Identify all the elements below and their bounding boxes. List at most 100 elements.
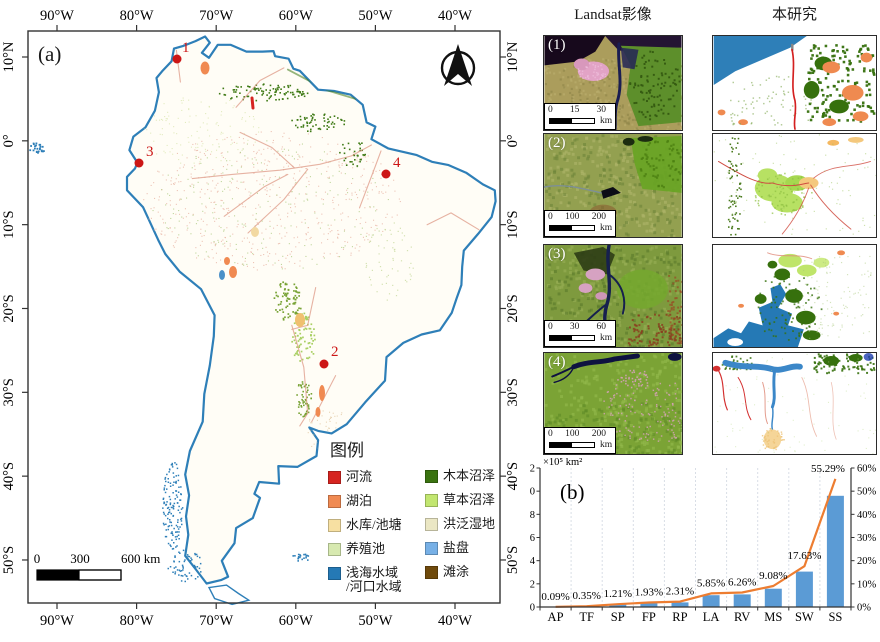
lon-tick-label-top: 60°W xyxy=(279,8,313,24)
lon-tick-label-bottom: 60°W xyxy=(279,613,313,629)
chart-gridlines xyxy=(570,468,821,607)
islands-and-fjords xyxy=(29,142,310,583)
site-marker-4: 4 xyxy=(381,155,401,179)
study-panel-4 xyxy=(712,352,877,455)
left-axis-tick: 0 xyxy=(530,603,535,614)
panel-number-label: (2) xyxy=(548,135,566,151)
scalebar-tick-label: 0 xyxy=(548,429,553,439)
category-label-RP: RP xyxy=(672,610,687,624)
percentage-line-series xyxy=(555,478,837,608)
legend-item-label: 水库/池塘 xyxy=(346,517,402,533)
site-marker-1: 1 xyxy=(172,40,190,64)
lat-tick-label-left: 10°N xyxy=(1,41,17,72)
scalebar-tick-label: 15 xyxy=(569,105,580,115)
panel-number-label: (4) xyxy=(548,354,566,370)
legend-swatch xyxy=(425,494,438,508)
scalebar-unit: km xyxy=(600,222,613,233)
lon-tick-label-bottom: 80°W xyxy=(120,613,154,629)
lat-tick-label-left: 10°S xyxy=(1,210,17,238)
category-label-SW: SW xyxy=(795,610,814,624)
category-label-SS: SS xyxy=(828,610,842,624)
lat-tick-label-right: 10°N xyxy=(505,41,521,72)
wetland-patches xyxy=(200,61,325,417)
lat-tick-label-left: 20°S xyxy=(1,294,17,322)
lon-tick-label-bottom: 90°W xyxy=(40,613,74,629)
area-percentage-chart: 0.09% 0.35% 1.21% 1.93% 2.31%5.85% 6.26%9.08%… xyxy=(530,457,877,625)
landsat-panel-3-image xyxy=(544,245,682,347)
scalebar-bar xyxy=(549,225,595,232)
study-panel-3 xyxy=(712,244,877,348)
legend-swatch xyxy=(328,543,341,557)
right-axis-tick: 0% xyxy=(857,603,871,614)
point-label-SS: 55.29% xyxy=(811,463,845,475)
legend-swatch xyxy=(425,518,438,532)
lon-tick-label-bottom: 50°W xyxy=(358,613,392,629)
legend-item: 盐盘 xyxy=(425,541,495,556)
bar-SP xyxy=(609,604,627,607)
lat-tick-label-right: 30°S xyxy=(505,378,521,406)
landsat-panel-4: (4) 0 100 200 km xyxy=(543,352,683,455)
study-panel-1-image xyxy=(713,36,876,130)
lat-tick-label-left: 0° xyxy=(1,134,17,147)
scalebar-tick-label: 60 xyxy=(596,322,607,332)
lon-tick-label-top: 90°W xyxy=(40,8,74,24)
chart-axes: 0 2 4 6 8 10 12 0% 10% 20% 30% 40% 50% 60% AP TF SP FP RP L… xyxy=(530,464,877,625)
right-axis-tick: 50% xyxy=(857,487,877,498)
point-label-TF: 0.35% xyxy=(572,590,600,602)
lat-tick-label-right: 40°S xyxy=(505,462,521,490)
left-axis-tick: 12 xyxy=(530,464,535,475)
svg-text:4: 4 xyxy=(393,155,401,171)
legend-item-label: 养殖池 xyxy=(346,541,386,557)
scalebar-tick-label: 200 xyxy=(591,429,606,439)
legend-swatch xyxy=(328,567,341,581)
svg-text:600 km: 600 km xyxy=(121,551,160,566)
right-axis-tick: 40% xyxy=(857,510,877,521)
map-axes: 90°W 90°W 80°W 80°W 70°W 70°W 60°W 60°W 50°W 50°W… xyxy=(1,8,521,629)
right-axis-tick: 10% xyxy=(857,579,877,590)
study-panel-1 xyxy=(712,35,877,131)
bar-FP xyxy=(640,603,658,607)
legend-item: 养殖池 xyxy=(328,541,402,557)
bar-RP xyxy=(671,602,689,607)
legend-swatch xyxy=(328,471,341,484)
scalebar-bar xyxy=(549,442,595,449)
svg-text:2: 2 xyxy=(331,344,339,360)
landsat-panel-2: (2) 0 100 200 km xyxy=(543,133,683,238)
map-legend: 图例 河流 湖泊 水库/池塘 养殖池 浅海水域 /河口水域 木本沼泽 草本沼泽 洪泛湿地 盐盘… xyxy=(322,436,518,608)
left-axis-tick: 10 xyxy=(530,487,535,498)
legend-item-label: 洪泛湿地 xyxy=(443,516,496,532)
legend-item: 河流 xyxy=(328,469,402,484)
lon-tick-label-bottom: 70°W xyxy=(199,613,233,629)
study-panel-4-image xyxy=(713,353,876,454)
left-axis-unit-label: ×10⁵ km² xyxy=(543,457,582,468)
legend-item: 草本沼泽 xyxy=(425,492,495,508)
landsat-column-title: Landsat影像 xyxy=(574,7,652,23)
right-axis-tick: 30% xyxy=(857,533,877,544)
lon-tick-label-bottom: 40°W xyxy=(438,613,472,629)
point-label-AP: 0.09% xyxy=(541,591,569,603)
legend-item-label: 浅海水域 /河口水域 xyxy=(346,565,402,595)
legend-swatch xyxy=(425,542,438,556)
legend-swatch xyxy=(425,470,438,483)
scalebar-tick-label: 30 xyxy=(569,322,580,332)
panel-number-label: (3) xyxy=(548,246,566,262)
category-label-FP: FP xyxy=(642,610,656,624)
bar-series xyxy=(547,495,844,607)
panel-number-label: (1) xyxy=(548,37,566,53)
left-axis-tick: 8 xyxy=(530,510,535,521)
legend-item-label: 木本沼泽 xyxy=(443,468,496,483)
category-label-MS: MS xyxy=(764,610,782,624)
scalebar-tick-label: 100 xyxy=(565,429,580,439)
left-axis-tick: 6 xyxy=(530,533,535,544)
category-label-TF: TF xyxy=(579,610,594,624)
south-america-map: 90°W 90°W 80°W 80°W 70°W 70°W 60°W 60°W 50°W 50°W… xyxy=(1,8,521,629)
legend-swatch xyxy=(328,495,341,509)
left-axis-tick: 2 xyxy=(530,579,535,590)
north-arrow-icon xyxy=(440,44,476,86)
panel-scalebar: 0 30 60 km xyxy=(544,320,617,347)
tierra-del-fuego xyxy=(207,584,251,606)
category-label-RV: RV xyxy=(734,610,750,624)
bar-SW xyxy=(795,571,813,607)
category-label-AP: AP xyxy=(548,610,564,624)
legend-item: 湖泊 xyxy=(328,493,402,509)
